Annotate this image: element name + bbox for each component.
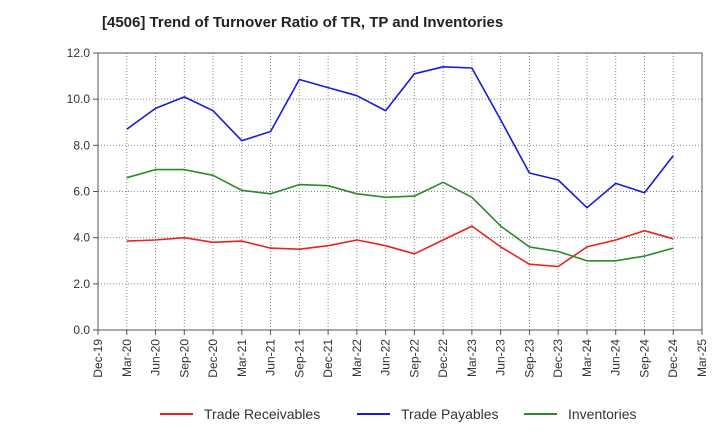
legend-label-2: Inventories (568, 406, 636, 422)
series-layer (126, 66, 674, 268)
x-tick-label: Dec-19 (91, 339, 105, 378)
legend: Trade Receivables Trade Payables Inventori… (160, 406, 636, 422)
x-tick-label: Sep-23 (522, 339, 536, 378)
x-tick-label: Jun-20 (149, 339, 163, 376)
y-tick-label: 10.0 (67, 92, 91, 106)
legend-label-0: Trade Receivables (204, 406, 320, 422)
x-tick-label: Jun-24 (609, 339, 623, 376)
x-tick-label: Dec-23 (551, 339, 565, 378)
x-tick-label: Sep-20 (177, 339, 191, 378)
x-tick-label: Mar-23 (465, 339, 479, 377)
x-tick-label: Sep-22 (407, 339, 421, 378)
series-line-0 (126, 225, 674, 268)
x-tick-label: Dec-20 (206, 339, 220, 378)
x-tick-label: Jun-23 (494, 339, 508, 376)
x-tick-label: Dec-22 (436, 339, 450, 378)
x-tick-label: Dec-21 (321, 339, 335, 378)
chart-title: [4506] Trend of Turnover Ratio of TR, TP… (102, 14, 504, 31)
x-tick-label: Jun-22 (379, 339, 393, 376)
y-tick-label: 8.0 (73, 138, 90, 152)
y-tick-label: 6.0 (73, 185, 90, 199)
y-tick-label: 4.0 (73, 231, 90, 245)
legend-label-1: Trade Payables (401, 406, 499, 422)
x-tick-label: Sep-21 (292, 339, 306, 378)
y-tick-label: 0.0 (73, 323, 90, 337)
x-tick-label: Mar-20 (120, 339, 134, 377)
y-tick-label: 2.0 (73, 277, 90, 291)
series-line-2 (126, 168, 674, 262)
x-tick-label: Mar-21 (235, 339, 249, 377)
x-tick-label: Sep-24 (637, 339, 651, 378)
x-tick-label: Mar-25 (695, 339, 709, 377)
grid-layer (98, 53, 702, 330)
x-tick-label: Mar-24 (580, 339, 594, 377)
y-tick-label: 12.0 (67, 46, 91, 60)
x-tick-label: Mar-22 (350, 339, 364, 377)
x-tick-label: Jun-21 (264, 339, 278, 376)
x-tick-label: Dec-24 (666, 339, 680, 378)
series-line-1 (126, 66, 674, 209)
axis-layer: 0.0 2.0 4.0 6.0 8.0 10.0 12.0 Dec-19 Mar-20 Jun-2… (67, 46, 709, 378)
